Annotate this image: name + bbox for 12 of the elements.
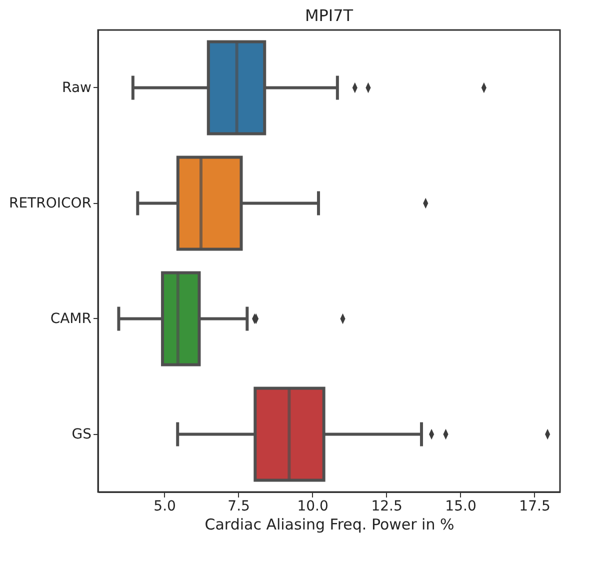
x-tick-label: 10.0 [297, 498, 328, 514]
chart-title: MPI7T [304, 6, 354, 25]
y-tick-label: Raw [62, 80, 92, 96]
x-tick-label: 12.5 [371, 498, 402, 514]
y-tick-label: RETROICOR [8, 195, 92, 212]
x-tick-label: 7.5 [228, 498, 250, 514]
x-tick-label: 5.0 [154, 498, 176, 514]
y-tick-label: CAMR [50, 310, 92, 327]
x-tick-label: 15.0 [445, 498, 476, 514]
x-axis-title: Cardiac Aliasing Freq. Power in % [204, 516, 454, 534]
x-tick-label: 17.5 [519, 498, 550, 514]
y-tick-label: GS [72, 426, 92, 442]
